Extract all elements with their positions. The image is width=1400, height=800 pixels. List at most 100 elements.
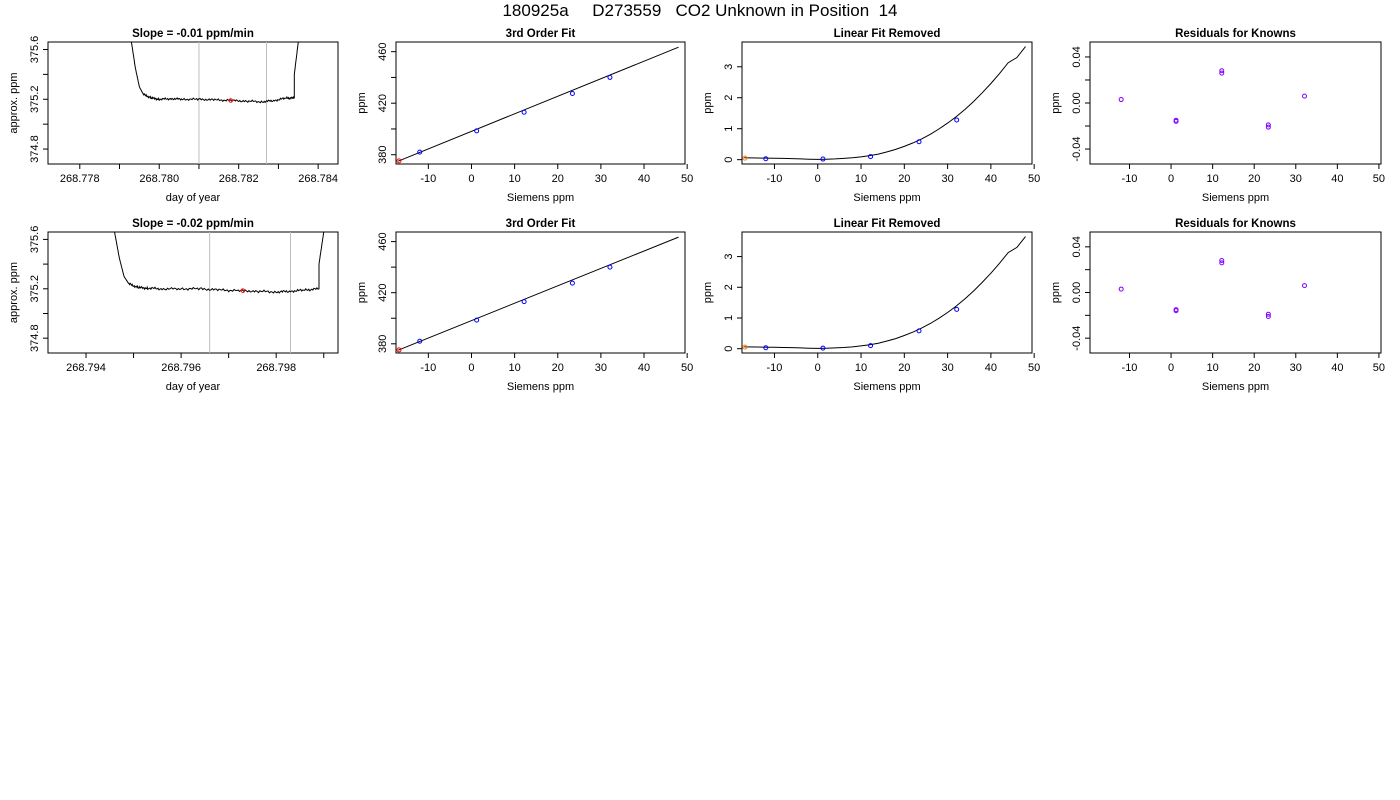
x-tick-label: -10 xyxy=(767,362,783,374)
x-tick-label: 50 xyxy=(681,173,693,185)
x-tick-label: 50 xyxy=(1373,173,1385,185)
x-tick-label: 20 xyxy=(1248,173,1260,185)
panel-title: 3rd Order Fit xyxy=(506,218,576,230)
residual-point xyxy=(1219,258,1225,264)
y-axis-label: ppm xyxy=(702,282,714,303)
known-point xyxy=(868,343,874,349)
known-point xyxy=(569,91,575,97)
known-point xyxy=(474,317,480,323)
trace-line xyxy=(114,232,325,294)
y-axis-label: ppm xyxy=(1050,282,1062,303)
panel-title: Residuals for Knowns xyxy=(1175,28,1296,40)
y-tick-label: 0.04 xyxy=(1071,46,1083,67)
x-tick-label: -10 xyxy=(1122,173,1138,185)
known-point xyxy=(916,139,922,145)
residual-point xyxy=(1265,313,1271,319)
x-tick-label: 50 xyxy=(1028,362,1040,374)
residual-point xyxy=(1219,260,1225,266)
x-tick-label: 30 xyxy=(595,173,607,185)
x-axis-label: day of year xyxy=(166,192,221,204)
known-point xyxy=(868,154,874,160)
residual-point xyxy=(1302,283,1308,289)
residual-point xyxy=(1302,93,1308,99)
y-axis-label: ppm xyxy=(356,282,368,303)
y-tick-label: 3 xyxy=(723,64,735,70)
known-point xyxy=(763,345,769,351)
x-tick-label: 50 xyxy=(1373,362,1385,374)
residual-point xyxy=(1265,124,1271,130)
y-tick-label: 375.6 xyxy=(29,36,41,64)
x-axis-label: Siemens ppm xyxy=(1202,381,1269,393)
x-tick-label: 0 xyxy=(1168,173,1174,185)
y-axis-label: approx. ppm xyxy=(8,262,20,323)
x-tick-label: 268.780 xyxy=(139,173,179,185)
unknown-point xyxy=(742,155,748,161)
x-axis-label: Siemens ppm xyxy=(853,192,920,204)
known-point xyxy=(954,306,960,312)
x-tick-label: 20 xyxy=(898,362,910,374)
y-axis-label: approx. ppm xyxy=(8,72,20,133)
x-tick-label: 0 xyxy=(468,362,474,374)
unknown-point xyxy=(742,344,748,350)
plot-area xyxy=(742,236,1026,351)
plot-area xyxy=(396,46,679,164)
panel-title: Residuals for Knowns xyxy=(1175,218,1296,230)
x-axis-label: Siemens ppm xyxy=(853,381,920,393)
unknown-marker xyxy=(240,288,246,293)
y-tick-label: 3 xyxy=(723,254,735,260)
plot-area xyxy=(1118,258,1308,319)
x-tick-label: 0 xyxy=(468,173,474,185)
residual-point xyxy=(1173,308,1179,314)
trace-line xyxy=(130,42,299,104)
x-tick-label: 10 xyxy=(508,362,520,374)
y-tick-label: 0.04 xyxy=(1071,236,1083,257)
y-tick-label: 375.2 xyxy=(29,275,41,303)
panel-6: 3rd Order Fit -10 0 10 20 30 40 50 380 420 460 Siem… xyxy=(356,218,693,393)
page-title: 180925a D273559 CO2 Unknown in Position … xyxy=(502,1,898,20)
x-tick-label: 0 xyxy=(815,362,821,374)
y-tick-label: -0.04 xyxy=(1071,326,1083,351)
y-tick-label: 420 xyxy=(377,94,389,112)
x-axis-label: Siemens ppm xyxy=(507,192,574,204)
panel-title: Slope = -0.02 ppm/min xyxy=(132,218,254,230)
residual-point xyxy=(1173,118,1179,124)
x-tick-label: 30 xyxy=(1290,173,1302,185)
y-tick-label: 375.2 xyxy=(29,85,41,113)
x-tick-label: 30 xyxy=(941,362,953,374)
plot-frame xyxy=(1089,41,1382,165)
x-tick-label: 50 xyxy=(1028,173,1040,185)
x-tick-label: 10 xyxy=(1207,362,1219,374)
panel-8: Residuals for Knowns -10 0 10 20 30 40 50 -0.04 0… xyxy=(1050,218,1385,393)
x-tick-label: -10 xyxy=(1122,362,1138,374)
known-point xyxy=(607,264,613,270)
x-tick-label: 40 xyxy=(1331,173,1343,185)
known-point xyxy=(417,149,423,155)
known-point xyxy=(569,280,575,286)
plot-frame xyxy=(47,41,339,165)
panel-title: 3rd Order Fit xyxy=(506,28,576,40)
known-point xyxy=(763,156,769,162)
y-tick-label: 0 xyxy=(723,346,735,352)
plot-area xyxy=(130,42,299,164)
residual-point xyxy=(1118,286,1124,292)
plot-frame xyxy=(47,231,339,354)
fit-curve xyxy=(744,236,1026,349)
x-axis-label: day of year xyxy=(166,381,221,393)
plot-area xyxy=(396,236,679,353)
x-tick-label: 10 xyxy=(1207,173,1219,185)
panel-2: 3rd Order Fit -10 0 10 20 30 40 50 380 420 460 Siem… xyxy=(356,28,693,204)
x-tick-label: 0 xyxy=(1168,362,1174,374)
y-tick-label: 375.6 xyxy=(29,226,41,254)
known-point xyxy=(521,299,527,305)
panel-title: Linear Fit Removed xyxy=(834,28,941,40)
plot-frame xyxy=(1089,231,1382,354)
x-tick-label: 268.784 xyxy=(298,173,338,185)
y-tick-label: 0.00 xyxy=(1071,282,1083,303)
unknown-marker xyxy=(228,98,234,103)
plot-area xyxy=(1118,68,1308,130)
fit-line xyxy=(397,236,679,351)
x-tick-label: 40 xyxy=(985,362,997,374)
known-point xyxy=(954,117,960,123)
fit-line xyxy=(397,46,679,162)
